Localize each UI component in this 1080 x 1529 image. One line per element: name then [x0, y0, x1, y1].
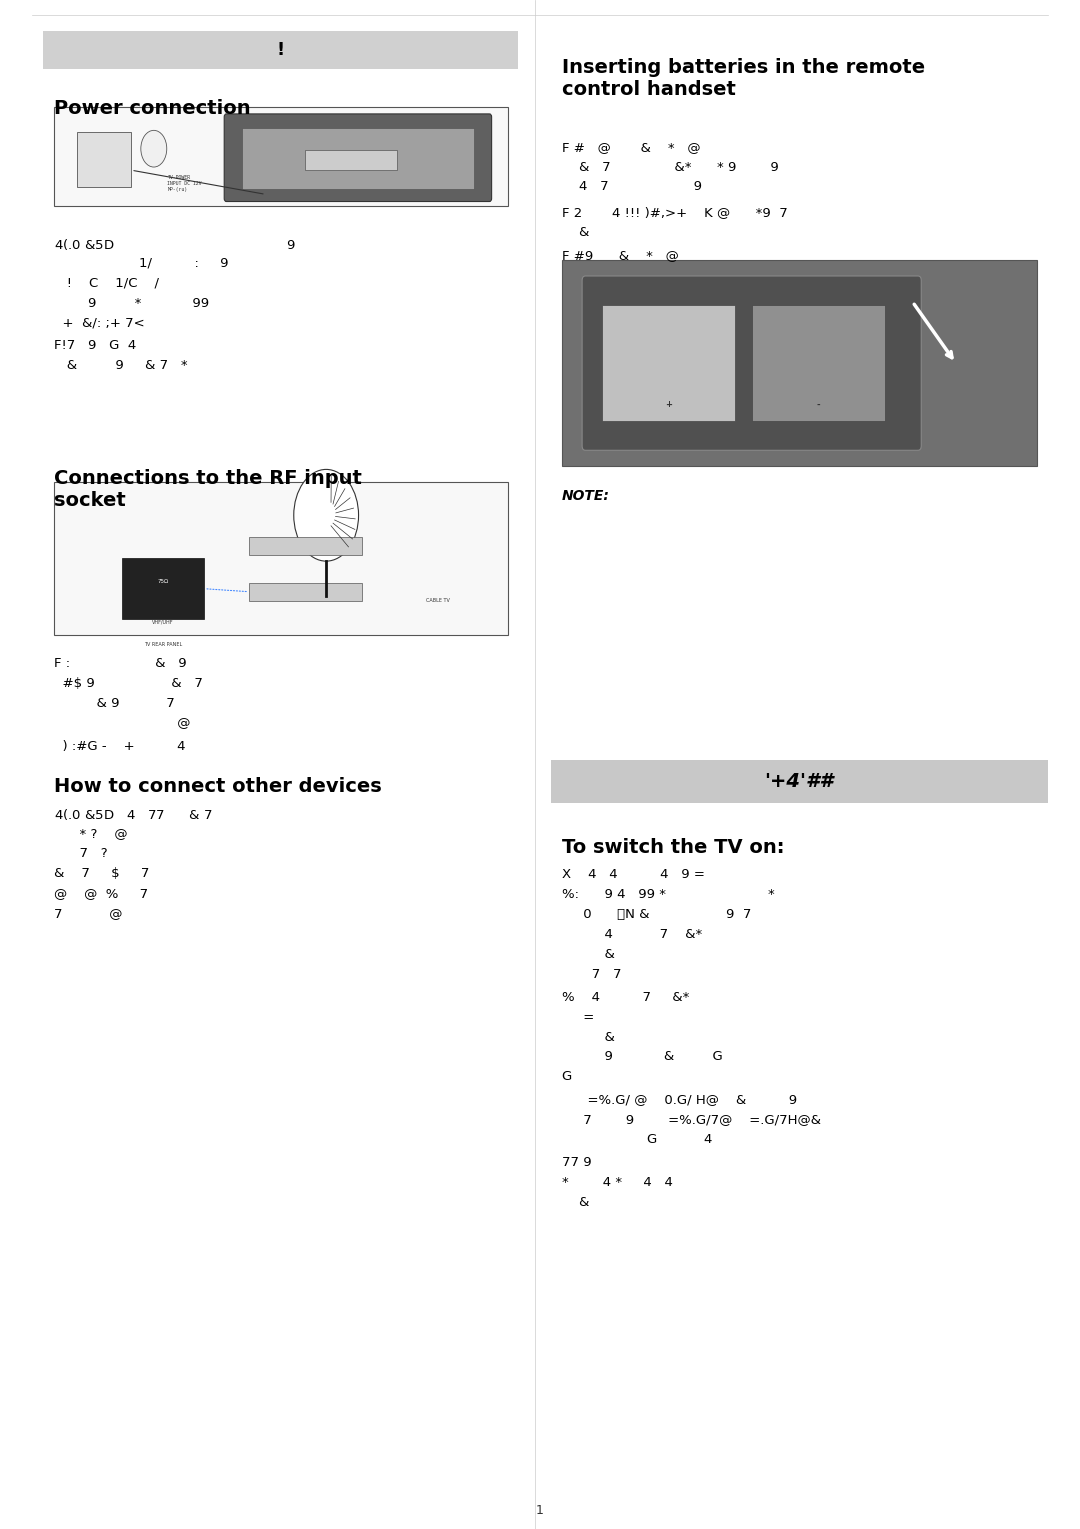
Bar [249, 583, 363, 601]
Text: &         9     & 7   *: & 9 & 7 * [54, 359, 188, 373]
Bar [54, 482, 508, 635]
Circle shape [294, 469, 359, 561]
Text: CABLE TV: CABLE TV [426, 598, 450, 604]
Text: !: ! [276, 41, 285, 58]
Text: 7   7: 7 7 [562, 968, 621, 982]
Circle shape [140, 130, 166, 167]
Text: =: = [562, 1011, 594, 1024]
Text: F :                    &   9: F : & 9 [54, 657, 187, 671]
Text: 7   ?: 7 ? [54, 847, 108, 861]
Bar [242, 127, 474, 188]
Text: VHF/UHF: VHF/UHF [152, 619, 174, 625]
Bar [306, 150, 397, 170]
Text: Inserting batteries in the remote
control handset: Inserting batteries in the remote contro… [562, 58, 924, 99]
Bar [54, 107, 508, 206]
Text: &: & [562, 226, 589, 240]
Text: Power connection: Power connection [54, 99, 251, 118]
Text: Connections to the RF input
socket: Connections to the RF input socket [54, 469, 362, 511]
Text: &    7     $     7: & 7 $ 7 [54, 867, 149, 881]
Text: *        4 *     4   4: * 4 * 4 4 [562, 1176, 673, 1190]
Text: 7        9        =%.G/7@    =.G/7H@&: 7 9 =%.G/7@ =.G/7H@& [562, 1113, 821, 1127]
Text: #$ 9                  &   7: #$ 9 & 7 [54, 677, 203, 691]
Text: &   7               &*      * 9        9: & 7 &* * 9 9 [562, 161, 779, 174]
Text: ) :#G -    +          4: ) :#G - + 4 [54, 740, 186, 754]
Text: 9            &         G: 9 & G [562, 1050, 723, 1064]
Text: '+4'##: '+4'## [765, 772, 834, 790]
Text: F!7   9   G  4: F!7 9 G 4 [54, 339, 136, 353]
Bar [43, 31, 518, 69]
Text: TV-POWER
INPUT DC 12V
MP-(ru): TV-POWER INPUT DC 12V MP-(ru) [167, 174, 202, 191]
Text: TV REAR PANEL: TV REAR PANEL [144, 642, 183, 647]
Text: @: @ [54, 717, 190, 731]
Text: X    4   4          4   9 =: X 4 4 4 9 = [562, 868, 704, 882]
Text: 9         *            99: 9 * 99 [54, 297, 210, 310]
Text: F #9      &    *   @: F #9 & * @ [562, 249, 678, 263]
Text: 4           7    &*: 4 7 &* [562, 928, 702, 942]
Text: %    4          7     &*: % 4 7 &* [562, 991, 689, 1005]
Bar [122, 558, 204, 619]
Text: =%.G/ @    0.G/ H@    &          9: =%.G/ @ 0.G/ H@ & 9 [562, 1093, 797, 1107]
Bar [752, 306, 885, 420]
Text: 4(.0 $&5$D                                         9: 4(.0 $&5$D 9 [54, 237, 296, 252]
Bar [249, 537, 363, 555]
Text: 4   7                    9: 4 7 9 [562, 180, 702, 194]
Text: &: & [562, 1196, 589, 1209]
Text: & 9           7: & 9 7 [54, 697, 175, 711]
Text: 1/          :     9: 1/ : 9 [54, 257, 229, 271]
Text: How to connect other devices: How to connect other devices [54, 777, 381, 795]
Bar [551, 760, 1048, 803]
Text: To switch the TV on:: To switch the TV on: [562, 838, 784, 856]
Text: @    @  %     7: @ @ % 7 [54, 887, 148, 901]
Text: 77 9: 77 9 [562, 1156, 591, 1170]
Text: F #   @       &    *   @: F # @ & * @ [562, 141, 700, 154]
Bar [602, 306, 735, 420]
FancyBboxPatch shape [582, 277, 921, 450]
Text: G           4: G 4 [562, 1133, 712, 1147]
Text: +  &/: ;+ 7<: + &/: ;+ 7< [54, 317, 145, 330]
Text: NOTE:: NOTE: [562, 489, 609, 503]
Text: F 2       4 !!! )#,>+    K @      *9  7: F 2 4 !!! )#,>+ K @ *9 7 [562, 206, 787, 220]
Bar [562, 260, 1037, 466]
Text: 75Ω: 75Ω [158, 578, 168, 584]
Text: -: - [816, 401, 820, 410]
Text: +: + [665, 401, 672, 410]
Text: 4(.0 $&5$D   4   77      & 7: 4(.0 $&5$D 4 77 & 7 [54, 807, 213, 823]
Text: 0      ⓈN &                  9  7: 0 ⓈN & 9 7 [562, 908, 751, 922]
Bar [77, 131, 131, 187]
Text: &: & [562, 948, 615, 962]
Text: &: & [562, 1031, 615, 1044]
Text: * ?    @: * ? @ [54, 827, 127, 841]
Text: 1: 1 [536, 1503, 544, 1517]
Text: 7           @: 7 @ [54, 907, 122, 920]
Text: !    C    1/C    /: ! C 1/C / [54, 277, 159, 291]
Text: G: G [562, 1070, 571, 1084]
FancyBboxPatch shape [225, 113, 491, 202]
Text: %:      9 4   99 *                        *: %: 9 4 99 * * [562, 888, 774, 902]
